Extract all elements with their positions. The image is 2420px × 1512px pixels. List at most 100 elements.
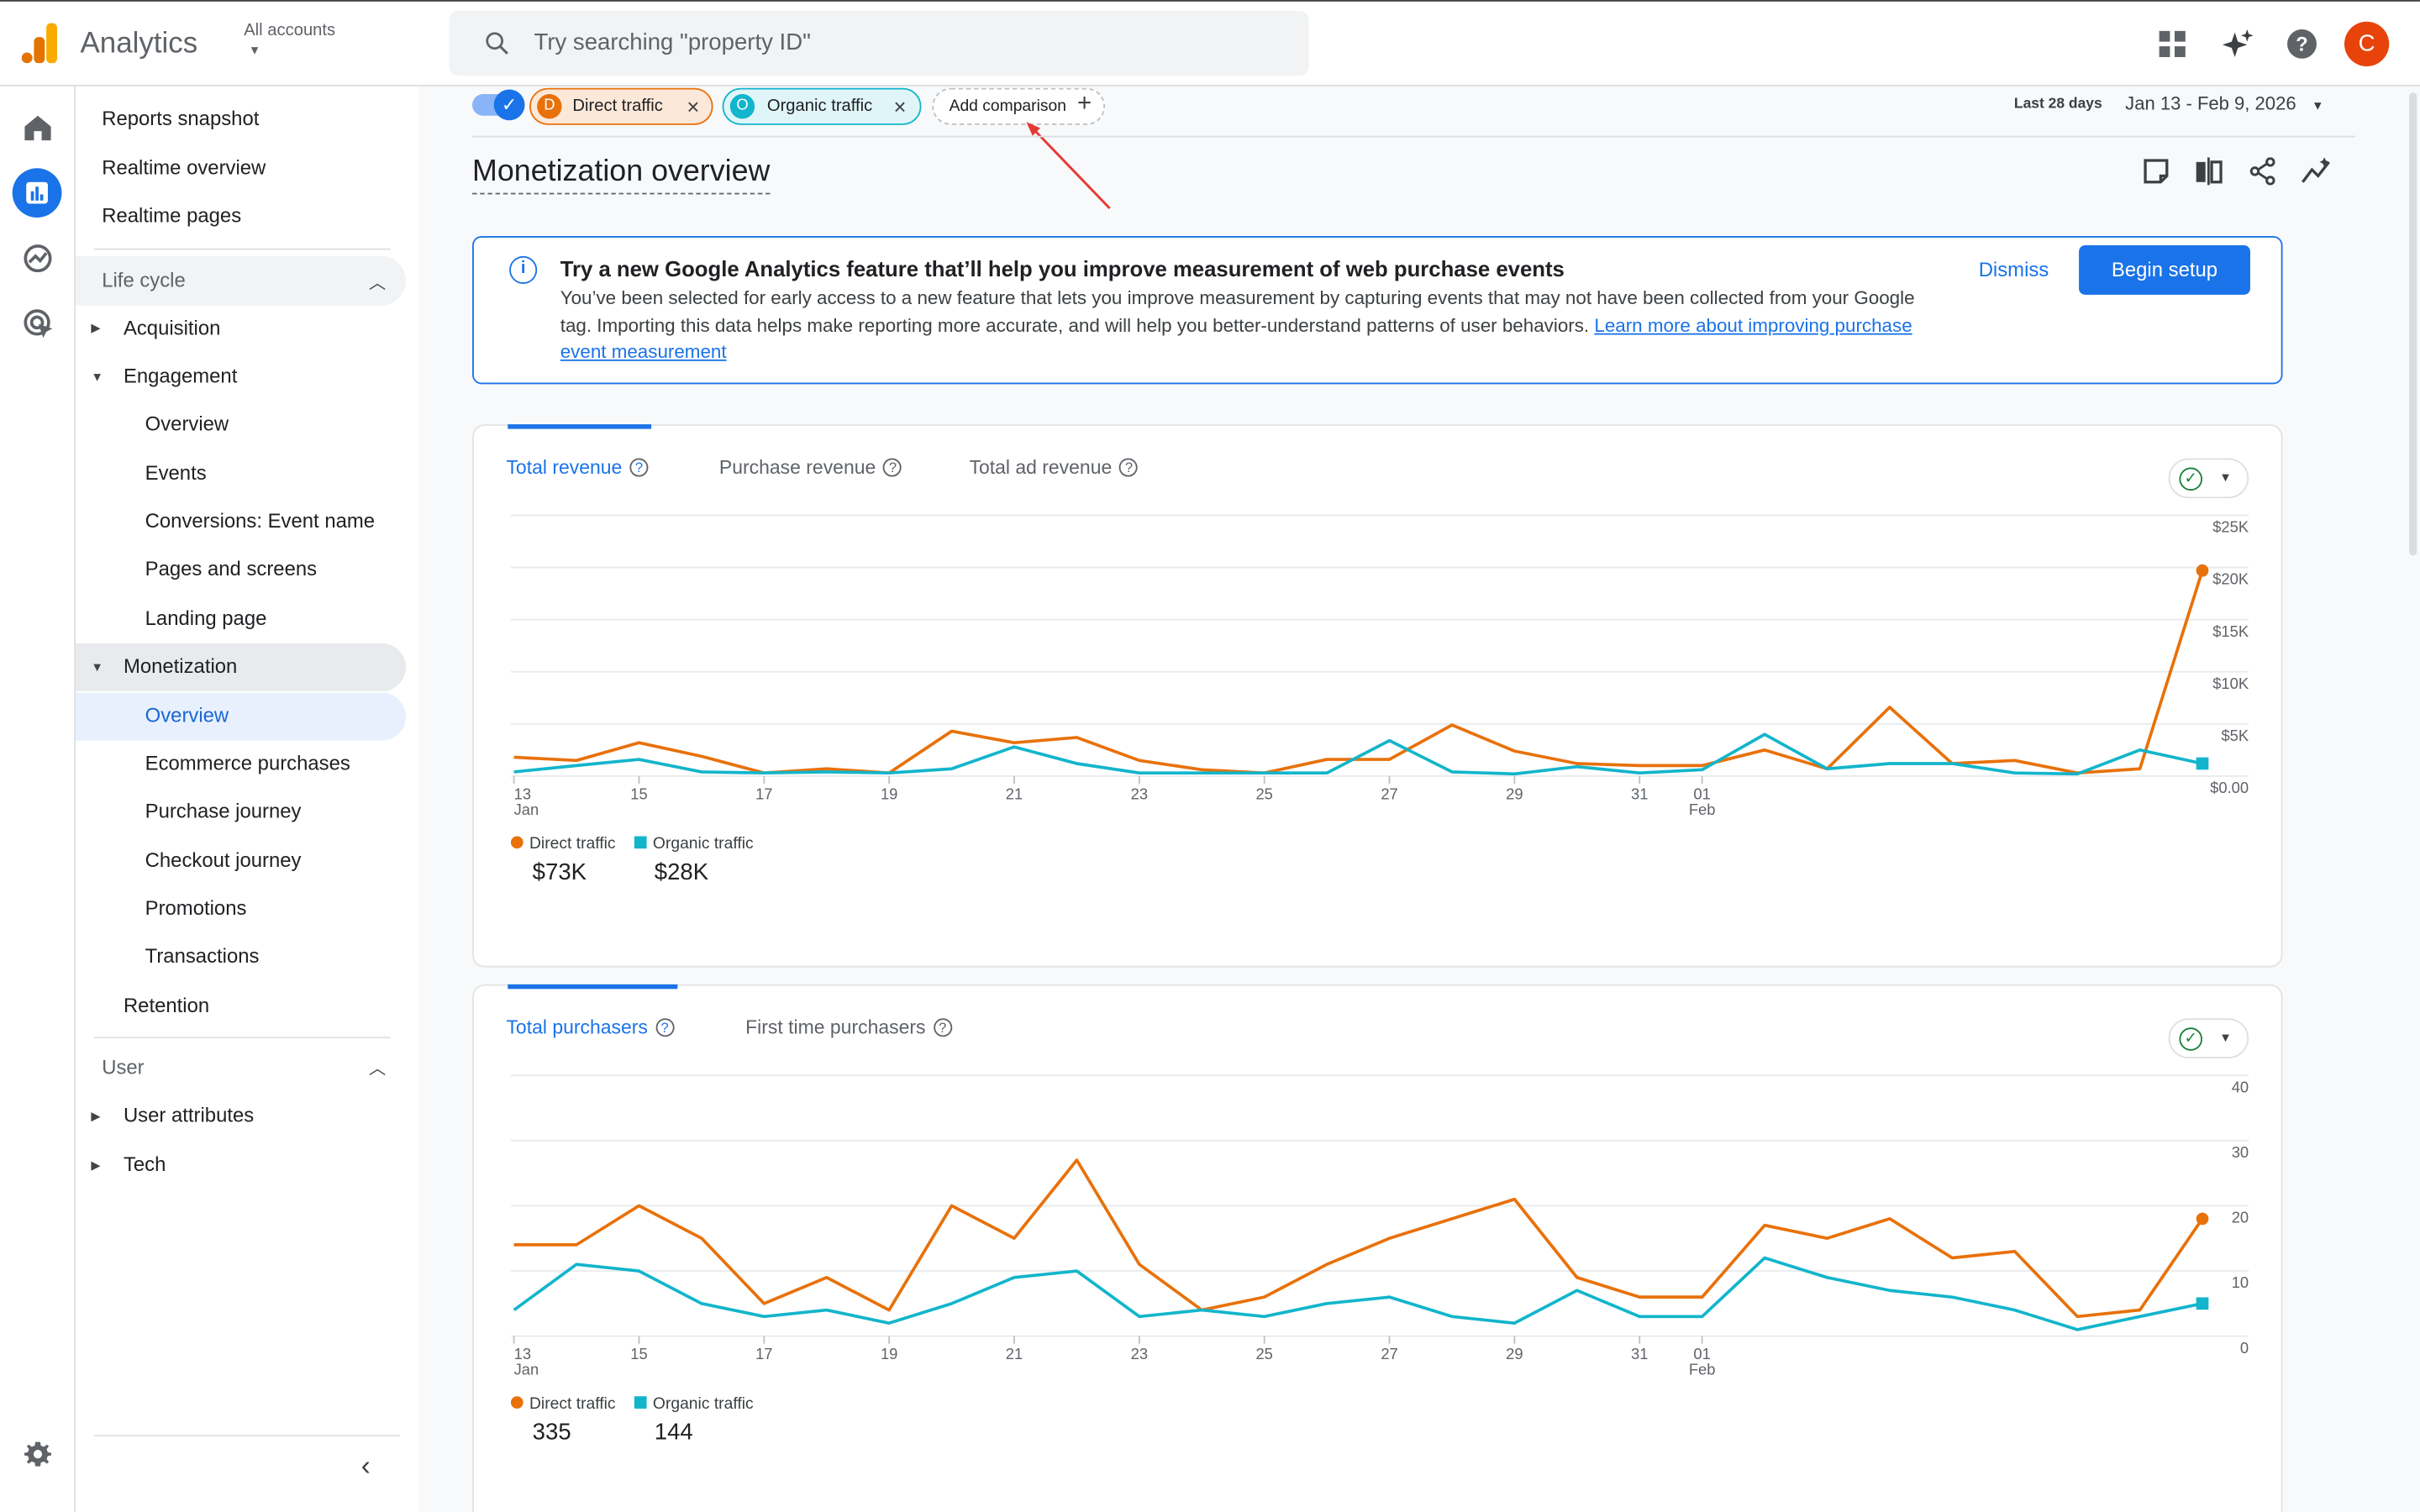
help-icon[interactable]: ? (655, 1018, 675, 1037)
apps-grid-icon[interactable] (2159, 30, 2187, 59)
date-range-label: Last 28 days (2013, 95, 2102, 113)
tab-label: Total purchasers (506, 1016, 648, 1039)
explore-icon[interactable] (24, 244, 53, 273)
nav-reports-snapshot[interactable]: Reports snapshot (102, 106, 260, 130)
banner-title: Try a new Google Analytics feature that’… (560, 255, 1565, 281)
legend-dot (510, 836, 523, 849)
x-tick-label: 31 (1631, 785, 1648, 802)
top-bar: Analytics All accounts ▼ Try searching "p… (0, 0, 2420, 87)
chip-letter: D (537, 94, 562, 119)
caret-right-icon[interactable]: ▶ (91, 321, 101, 335)
date-range-picker[interactable]: Jan 13 - Feb 9, 2026 ▼ (2125, 92, 2323, 114)
nav-landing-page[interactable]: Landing page (145, 606, 267, 630)
advertising-icon[interactable] (24, 308, 55, 339)
nav-acquisition[interactable]: Acquisition (123, 316, 221, 340)
x-tick-label: 25 (1255, 1345, 1272, 1362)
learn-more-link[interactable]: Learn more about improving purchase even… (560, 313, 1912, 363)
x-tick-label: 27 (1381, 1345, 1397, 1362)
tab-total-purchasers[interactable]: Total purchasers? (506, 1016, 675, 1039)
close-icon[interactable]: × (687, 94, 700, 119)
nav-pages-and-screens[interactable]: Pages and screens (145, 557, 318, 580)
nav-tech[interactable]: Tech (123, 1152, 166, 1176)
check-circle-icon: ✓ (2179, 1027, 2203, 1051)
check-icon: ✓ (493, 89, 525, 121)
scrollbar[interactable] (2409, 92, 2417, 556)
help-icon[interactable]: ? (933, 1018, 952, 1037)
tab-label: First time purchasers (745, 1016, 926, 1039)
nav-purchase-journey[interactable]: Purchase journey (145, 799, 302, 822)
account-selector[interactable]: All accounts ▼ (244, 22, 335, 57)
date-range-value: Jan 13 - Feb 9, 2026 (2125, 92, 2296, 114)
comparison-toggle[interactable]: ✓ (472, 89, 525, 121)
nav-monetization-overview[interactable]: Overview (75, 692, 407, 741)
x-tick-label: 21 (1006, 1345, 1023, 1362)
edit-comparisons-icon[interactable] (2142, 157, 2170, 185)
insights-icon[interactable] (2302, 156, 2333, 187)
legend-label: Direct traffic (529, 834, 616, 853)
divider (94, 1037, 391, 1039)
section-user[interactable]: User ︿ (76, 1044, 406, 1090)
divider (94, 1435, 400, 1436)
collapse-chevron-left-icon[interactable]: ‹ (360, 1450, 371, 1482)
add-comparison-label: Add comparison (949, 97, 1066, 116)
nav-monetization[interactable]: ▼ Monetization (75, 643, 407, 691)
nav-engagement-overview[interactable]: Overview (145, 412, 229, 435)
tab-total-revenue[interactable]: Total revenue? (506, 456, 649, 479)
settings-gear-icon[interactable] (24, 1440, 53, 1469)
nav-realtime-overview[interactable]: Realtime overview (102, 155, 266, 180)
tab-label: Total revenue (506, 456, 623, 479)
section-life-cycle[interactable]: Life cycle ︿ (75, 255, 407, 306)
begin-setup-button[interactable]: Begin setup (2079, 245, 2250, 295)
y-tick-label: $15K (2212, 622, 2249, 640)
nav-events[interactable]: Events (145, 461, 207, 485)
page-title[interactable]: Monetization overview (472, 155, 771, 195)
x-tick-label: 15 (630, 1345, 647, 1362)
chart-options-dropdown[interactable]: ✓ ▼ (2168, 458, 2249, 499)
share-icon[interactable] (2249, 157, 2276, 186)
purchasers-card: Total purchasers? First time purchasers?… (472, 984, 2283, 1512)
sparkle-icon[interactable] (2221, 28, 2254, 61)
nav-ecommerce-purchases[interactable]: Ecommerce purchases (145, 751, 350, 775)
nav-realtime-pages[interactable]: Realtime pages (102, 203, 242, 227)
chevron-down-icon: ▼ (2219, 470, 2232, 485)
chevron-down-icon: ▼ (248, 43, 261, 57)
avatar[interactable]: C (2344, 21, 2390, 66)
caret-down-icon[interactable]: ▼ (91, 370, 103, 385)
dismiss-button[interactable]: Dismiss (1978, 257, 2049, 281)
help-icon[interactable]: ? (1119, 458, 1139, 477)
tab-purchase-revenue[interactable]: Purchase revenue? (718, 456, 902, 479)
nav-promotions[interactable]: Promotions (145, 896, 247, 920)
reports-icon[interactable] (12, 168, 62, 218)
divider (472, 135, 2355, 138)
nav-checkout-journey[interactable]: Checkout journey (145, 848, 302, 872)
comparison-chip-organic[interactable]: O Organic traffic × (722, 87, 922, 125)
nav-engagement[interactable]: Engagement (123, 364, 238, 388)
x-tick-label: 27 (1381, 785, 1397, 802)
comparison-chip-direct[interactable]: D Direct traffic × (529, 87, 713, 125)
help-icon[interactable]: ? (629, 458, 649, 477)
home-icon[interactable] (24, 114, 53, 142)
analytics-logo[interactable] (21, 23, 59, 64)
help-icon[interactable]: ? (2287, 29, 2317, 59)
help-icon[interactable]: ? (883, 458, 902, 477)
nav-label: Monetization (123, 654, 238, 678)
caret-right-icon[interactable]: ▶ (91, 1158, 101, 1173)
compare-icon[interactable] (2195, 157, 2223, 186)
close-icon[interactable]: × (893, 94, 907, 119)
search-placeholder: Try searching "property ID" (534, 29, 811, 56)
nav-user-attributes[interactable]: User attributes (123, 1103, 255, 1126)
series-line-organic (513, 732, 2203, 776)
caret-right-icon[interactable]: ▶ (91, 1109, 101, 1124)
nav-conversions[interactable]: Conversions: Event name (145, 509, 376, 533)
search-input[interactable]: Try searching "property ID" (449, 10, 1309, 76)
nav-retention[interactable]: Retention (123, 993, 210, 1017)
section-label: Life cycle (102, 268, 186, 292)
tab-total-ad-revenue[interactable]: Total ad revenue? (969, 457, 1139, 478)
tab-first-time-purchasers[interactable]: First time purchasers? (745, 1016, 952, 1038)
chart-options-dropdown[interactable]: ✓ ▼ (2168, 1018, 2249, 1058)
add-comparison-button[interactable]: Add comparison + (932, 87, 1106, 125)
x-tick-label: 19 (881, 785, 897, 802)
nav-transactions[interactable]: Transactions (145, 944, 260, 968)
tab-label: Purchase revenue (718, 456, 876, 479)
